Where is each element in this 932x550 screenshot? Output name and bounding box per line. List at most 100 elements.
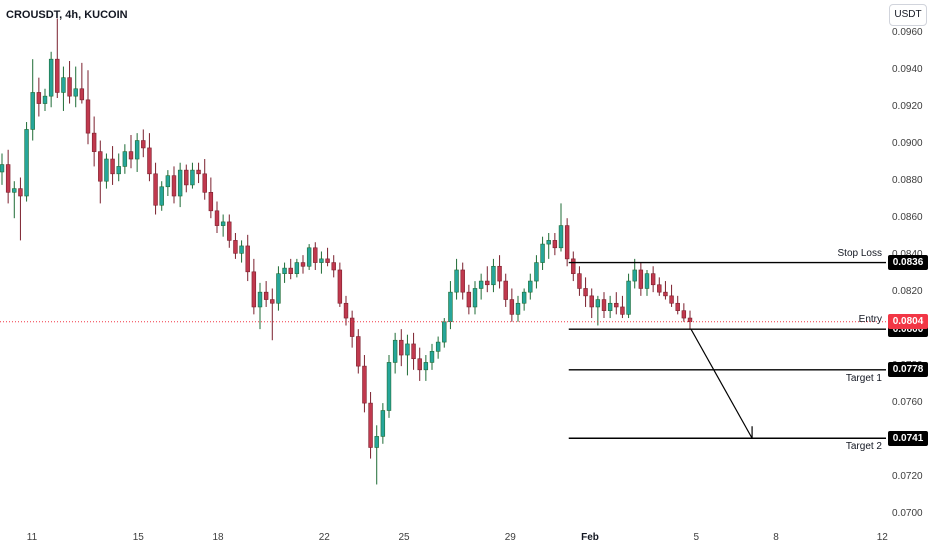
price-tick-label: 0.0880: [892, 175, 923, 187]
time-tick-label: 11: [26, 532, 38, 543]
candle-body-bear: [368, 402, 373, 448]
candle-body-bull: [257, 291, 263, 308]
candle: [202, 159, 207, 200]
candle: [67, 61, 72, 104]
candle-body-bear: [687, 317, 693, 323]
candle: [417, 347, 422, 381]
candle-body-bear: [337, 269, 343, 304]
candle: [239, 240, 244, 263]
price-tick-label: 0.0720: [892, 471, 923, 483]
candle-body-bull: [558, 225, 564, 249]
candle: [325, 247, 330, 267]
candle-body-bull: [239, 245, 244, 254]
candle-body-bear: [362, 365, 367, 404]
candle: [190, 162, 195, 189]
candle: [134, 133, 140, 172]
candle: [251, 258, 257, 315]
candle-body-bear: [509, 299, 515, 315]
candle-body-bull: [319, 258, 324, 263]
candle: [288, 258, 293, 280]
candle: [540, 236, 545, 270]
candle: [558, 203, 564, 252]
candle-body-bear: [650, 273, 656, 286]
candle-body-bear: [263, 291, 269, 300]
candle-body-bull: [515, 302, 521, 315]
candle-body-bear: [620, 306, 625, 315]
candle: [675, 295, 680, 315]
candle: [294, 258, 300, 278]
level-price-tag: 0.0778: [888, 362, 928, 378]
candle-body-bear: [251, 271, 257, 308]
candle-body-bull: [540, 243, 545, 263]
candle: [497, 255, 502, 289]
candle-body-bear: [208, 192, 214, 212]
candle-body-bull: [104, 158, 109, 182]
candle-body-bear: [343, 302, 349, 319]
candle-body-bull: [442, 321, 447, 343]
candle-body-bull: [521, 291, 527, 304]
candle-body-bear: [601, 299, 607, 311]
level-price-tag: 0.0741: [888, 430, 928, 446]
candle-body-bear: [460, 269, 465, 293]
candle-body-bull: [122, 151, 128, 167]
candle-body-bull: [165, 175, 171, 188]
candle-body-bear: [300, 262, 306, 267]
level-name-label: Target 2: [845, 441, 882, 453]
time-tick-label: 15: [132, 532, 144, 543]
candle: [319, 251, 324, 274]
candle: [18, 177, 23, 241]
candle: [534, 255, 539, 289]
candle: [159, 181, 164, 211]
candle-body-bear: [577, 273, 582, 289]
candle: [657, 277, 662, 296]
candle: [362, 355, 367, 413]
candle-body-bull: [448, 291, 453, 323]
candle: [399, 329, 404, 367]
candle: [644, 269, 650, 296]
candle: [380, 403, 386, 444]
candle: [521, 288, 527, 311]
candle-body-bear: [36, 92, 42, 104]
candle: [171, 166, 177, 204]
time-tick-label: 8: [773, 532, 779, 543]
candle: [313, 242, 318, 270]
candle-body-bull: [607, 302, 613, 311]
candle-body-bear: [245, 245, 250, 273]
currency-button[interactable]: USDT: [889, 4, 927, 26]
candle: [214, 201, 220, 233]
candle-body-bear: [681, 310, 687, 319]
candle-body-bull: [534, 262, 539, 282]
candle: [245, 234, 250, 282]
candle-body-bear: [171, 175, 177, 197]
candle: [337, 262, 343, 307]
candle-body-bear: [485, 280, 490, 286]
candle-body-bear: [411, 343, 416, 360]
candle: [55, 18, 60, 99]
candle-body-bear: [466, 291, 472, 308]
candle-body-bull: [632, 269, 637, 282]
candle: [343, 295, 349, 326]
candle: [620, 295, 625, 319]
price-tick-label: 0.0820: [892, 286, 923, 298]
candle: [349, 310, 355, 348]
candle: [663, 281, 668, 300]
level-name-label: Target 1: [845, 372, 882, 384]
candle-body-bull: [12, 188, 17, 193]
price-tick-label: 0.0900: [892, 138, 923, 150]
candle: [104, 153, 109, 189]
candle: [153, 162, 158, 215]
candle-body-bear: [288, 267, 293, 274]
candle-body-bull: [0, 164, 5, 173]
candle: [24, 122, 29, 202]
candle: [442, 318, 447, 348]
candle: [466, 284, 472, 315]
candle: [270, 288, 275, 341]
candle-body-bear: [184, 169, 189, 186]
candle: [300, 255, 306, 274]
candle: [263, 281, 269, 307]
candle: [122, 144, 128, 174]
candle-body-bull: [435, 341, 441, 352]
candle: [405, 334, 410, 376]
candle-body-bull: [306, 247, 312, 267]
